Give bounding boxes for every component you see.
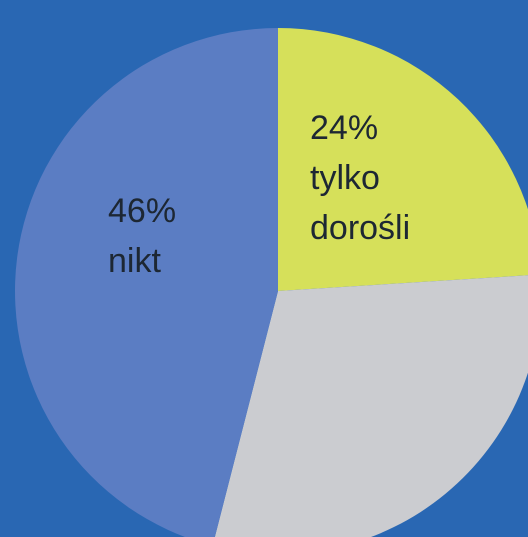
- slice-label: tylko dorośli: [310, 159, 410, 247]
- pie-slice: [15, 28, 278, 537]
- value-label: 24%: [310, 109, 378, 147]
- slice-label-line: tylko: [310, 159, 380, 197]
- slice-label-line: dorośli: [310, 209, 410, 247]
- pie-slice: [278, 28, 528, 291]
- slice-label: nikt: [108, 242, 161, 280]
- value-label: 46%: [108, 192, 176, 230]
- pie-slice: [214, 275, 528, 537]
